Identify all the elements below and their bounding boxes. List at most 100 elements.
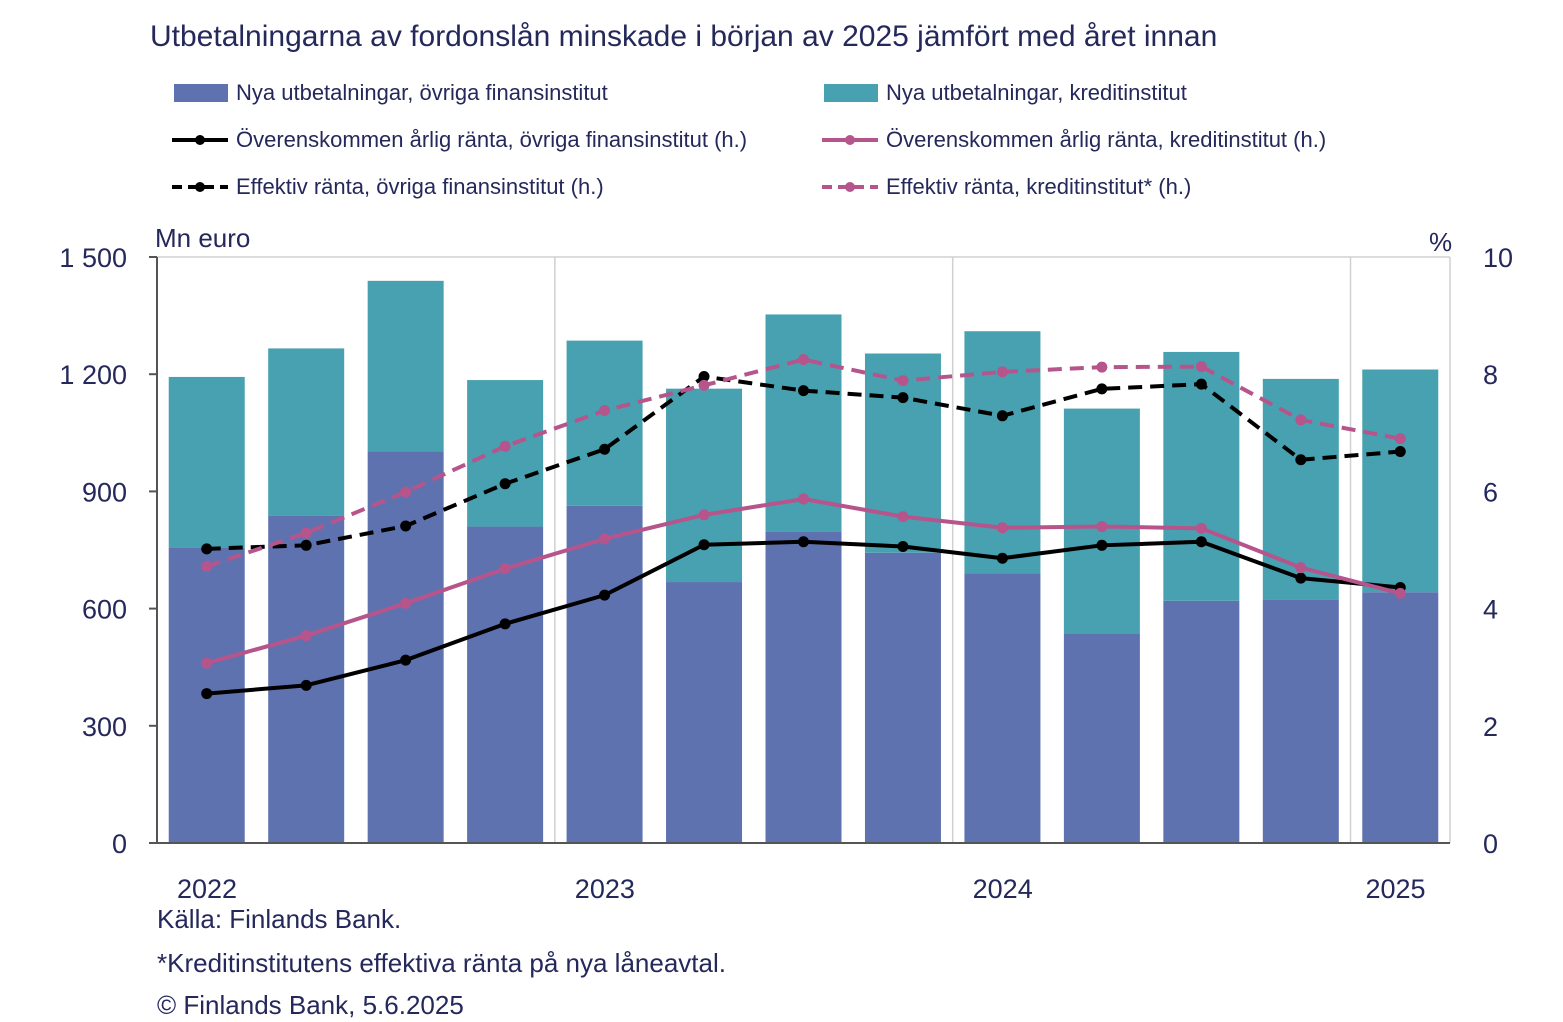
bar-segment-ovriga [765, 531, 842, 843]
line-point [499, 563, 511, 575]
line-point [996, 552, 1008, 564]
line-point [1295, 572, 1307, 584]
chart-title: Utbetalningarna av fordonslån minskade i… [150, 20, 1218, 53]
legend-label: Nya utbetalningar, övriga finansinstitut [236, 80, 608, 105]
line-point [1195, 522, 1207, 534]
legend-swatch-bar-ovriga [174, 84, 228, 102]
legend-swatch-line-kredit [822, 135, 878, 145]
bar-segment-kredit [566, 340, 643, 506]
left-tick-label: 0 [112, 829, 127, 859]
line-point [698, 379, 710, 391]
line-point [1195, 536, 1207, 548]
left-tick-label: 1 500 [59, 243, 127, 273]
left-tick-label: 300 [82, 712, 127, 742]
legend-label: Effektiv ränta, övriga finansinstitut (h… [236, 174, 604, 199]
left-axis-unit: Mn euro [155, 223, 251, 253]
line-point [400, 520, 412, 532]
left-tick-label: 1 200 [59, 360, 127, 390]
bar-segment-ovriga [1362, 592, 1439, 843]
legend-item-bar-kredit: Nya utbetalningar, kreditinstitut [824, 80, 1187, 106]
line-point [1195, 378, 1207, 390]
bar-segment-ovriga [1262, 599, 1339, 843]
x-year-label: 2025 [1365, 874, 1425, 904]
line-point [201, 560, 213, 572]
line-point [201, 543, 213, 555]
line-point [1096, 539, 1108, 551]
right-tick-label: 4 [1483, 595, 1498, 625]
bar-segment-ovriga [1163, 600, 1240, 843]
line-point [1096, 361, 1108, 373]
line-point [897, 392, 909, 404]
line-point [1394, 446, 1406, 458]
line-point [499, 440, 511, 452]
line-point [897, 540, 909, 552]
bar-segment-ovriga [666, 582, 743, 843]
bar-segment-ovriga [864, 552, 941, 843]
bar-segment-kredit [467, 380, 544, 527]
bar-segment-ovriga [964, 573, 1041, 843]
line-point [996, 366, 1008, 378]
line-point [1295, 562, 1307, 574]
line-point [798, 536, 809, 548]
footer-note: *Kreditinstitutens effektiva ränta på ny… [157, 948, 726, 978]
line-point [1394, 587, 1406, 599]
line-point [698, 539, 710, 551]
line-point [1394, 433, 1406, 445]
bar-segment-kredit [168, 376, 245, 548]
legend-label: Nya utbetalningar, kreditinstitut [886, 80, 1187, 105]
line-point [201, 688, 213, 700]
line-point [996, 410, 1008, 422]
left-tick-label: 900 [82, 477, 127, 507]
x-year-label: 2023 [575, 874, 635, 904]
footer-copyright: © Finlands Bank, 5.6.2025 [157, 990, 464, 1020]
line-point [897, 375, 909, 387]
right-tick-label: 2 [1483, 712, 1498, 742]
legend-label: Effektiv ränta, kreditinstitut* (h.) [886, 174, 1192, 199]
right-tick-label: 8 [1483, 360, 1498, 390]
line-point [798, 493, 809, 505]
legend-swatch-line-ovriga [172, 135, 228, 145]
line-point [400, 654, 412, 666]
x-year-label: 2024 [973, 874, 1033, 904]
line-point [300, 630, 312, 642]
line-point [1295, 454, 1307, 466]
line-point [499, 478, 511, 490]
line-point [300, 527, 312, 539]
line-point [599, 405, 611, 417]
bar-segment-ovriga [566, 505, 643, 843]
legend-swatch-bar-kredit [824, 84, 878, 102]
line-point [996, 522, 1008, 534]
legend-label: Överenskommen årlig ränta, övriga finans… [236, 127, 748, 152]
line-point [1096, 383, 1108, 395]
line-point [698, 371, 710, 383]
left-tick-label: 600 [82, 595, 127, 625]
legend-item-dash-ovriga: Effektiv ränta, övriga finansinstitut (h… [172, 174, 604, 200]
bar-segment-kredit [367, 280, 444, 452]
legend-item-line-ovriga: Överenskommen årlig ränta, övriga finans… [172, 127, 747, 153]
line-point [300, 539, 312, 551]
line-point [201, 657, 213, 669]
legend-item-dash-kredit: Effektiv ränta, kreditinstitut* (h.) [822, 174, 1191, 200]
bar-segment-kredit [1163, 351, 1240, 601]
footer-source: Källa: Finlands Bank. [157, 904, 402, 934]
x-year-label: 2022 [177, 874, 237, 904]
right-tick-label: 10 [1483, 243, 1513, 273]
legend-swatch-dash-ovriga [172, 182, 228, 192]
right-tick-label: 6 [1483, 477, 1498, 507]
legend-item-line-kredit: Överenskommen årlig ränta, kreditinstitu… [822, 127, 1326, 153]
line-point [499, 618, 511, 630]
bar-segment-ovriga [1063, 633, 1140, 843]
legend-swatch-dash-kredit [822, 182, 878, 192]
line-point [400, 597, 412, 609]
line-point [1295, 414, 1307, 426]
line-point [599, 589, 611, 601]
line-point [798, 354, 809, 366]
bar-segment-kredit [1362, 369, 1439, 593]
bar-segment-ovriga [367, 451, 444, 843]
line-point [599, 443, 611, 455]
bar-segment-kredit [268, 348, 345, 516]
legend-label: Överenskommen årlig ränta, kreditinstitu… [886, 127, 1327, 152]
line-point [1195, 361, 1207, 373]
line-point [300, 679, 312, 691]
